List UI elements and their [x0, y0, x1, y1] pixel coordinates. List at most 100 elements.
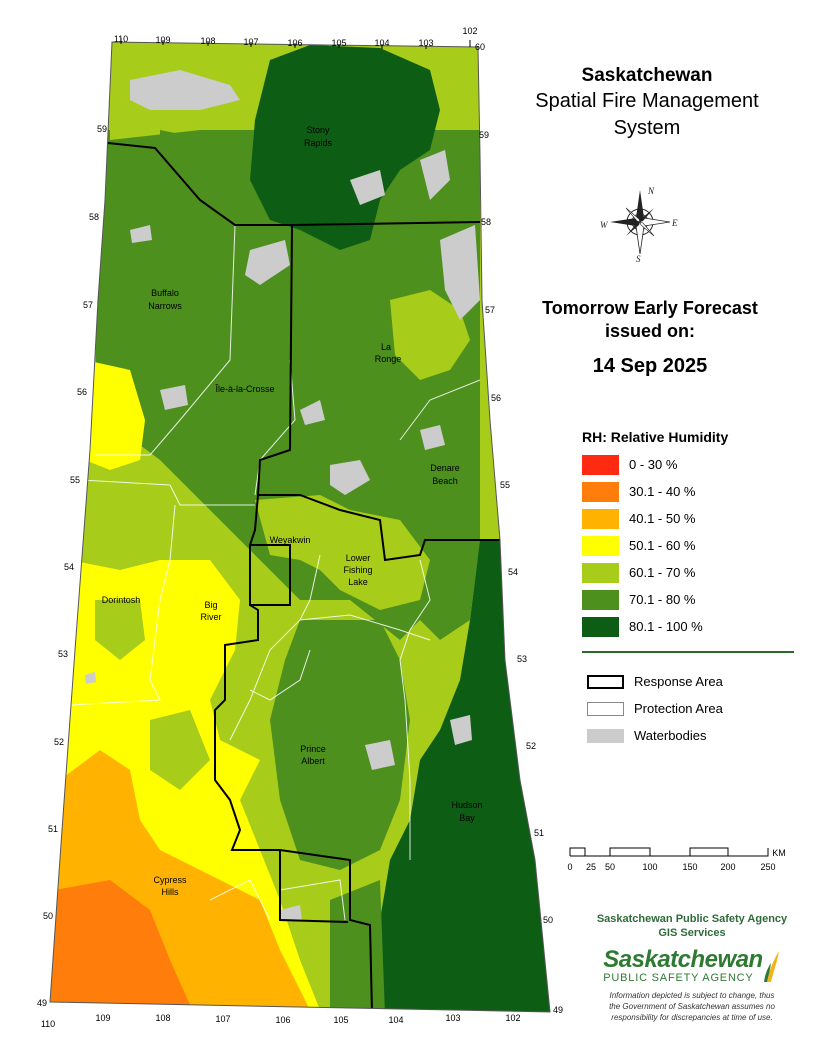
boundary-legend: Response Area Protection Area Waterbodie… [587, 668, 723, 749]
place-big-river-1: Big [204, 600, 217, 610]
logo-text-main: Saskatchewan [603, 946, 763, 973]
lon-bottom-108: 108 [155, 1013, 170, 1023]
lon-bottom-106: 106 [275, 1015, 290, 1025]
lon-top-107: 107 [243, 37, 258, 47]
lat-right-53: 53 [517, 654, 527, 664]
lon-top-105: 105 [331, 38, 346, 48]
compass-rose-icon: N S E W [600, 186, 678, 264]
disclaimer: Information depicted is subject to chang… [584, 990, 800, 1023]
rh-zone-50-60-west [85, 360, 145, 470]
legend-item: 70.1 - 80 % [582, 586, 797, 613]
lat-right-57: 57 [485, 305, 495, 315]
lon-top-108: 108 [200, 36, 215, 46]
scale-bar: 0 25 50 100 150 200 250 KM [567, 847, 786, 872]
rh-zone-70-80-nw [160, 130, 240, 220]
title-line-3: System [613, 117, 681, 139]
place-la-ronge-1: La [381, 342, 391, 352]
compass-s: S [636, 254, 641, 264]
map-title: Saskatchewan Spatial Fire Management Sys… [500, 64, 794, 142]
rh-zone-50-60-bigriver [160, 560, 240, 650]
lon-bottom-109: 109 [95, 1013, 110, 1023]
legend-waterbodies: Waterbodies [587, 722, 723, 749]
legend-title: RH: Relative Humidity [582, 429, 729, 445]
legend-item: 60.1 - 70 % [582, 559, 797, 586]
lat-left-55: 55 [70, 475, 80, 485]
rh-zone-60-70-patch [150, 710, 210, 790]
place-stony-rapids-2: Rapids [304, 138, 333, 148]
lat-left-56: 56 [77, 387, 87, 397]
place-denare-beach-1: Denare [430, 463, 460, 473]
lat-right-55: 55 [500, 480, 510, 490]
response-area-swatch [587, 674, 624, 689]
corner-bottom-right: 49 [553, 1005, 563, 1015]
title-line-2: Spatial Fire Management [535, 90, 759, 112]
rh-zone-80-100-east [375, 540, 550, 1012]
place-cypress-hills-2: Hills [162, 887, 179, 897]
place-lower-fishing-lake-2: Fishing [343, 565, 372, 575]
lat-left-50: 50 [43, 911, 53, 921]
place-lower-fishing-lake-1: Lower [346, 553, 371, 563]
rh-zone-70-80-east [420, 540, 480, 640]
logo-text-sub: PUBLIC SAFETY AGENCY [603, 972, 754, 984]
lon-bottom-103: 103 [445, 1013, 460, 1023]
lat-left-57: 57 [83, 300, 93, 310]
legend-label: 70.1 - 80 % [629, 592, 696, 607]
rh-zone-70-80-princealbert [270, 620, 410, 870]
place-buffalo-narrows-2: Narrows [148, 301, 182, 311]
place-stony-rapids-1: Stony [306, 125, 330, 135]
lon-top-109: 109 [155, 35, 170, 45]
lon-top-102: 102 [462, 26, 477, 36]
waterbodies [85, 70, 480, 922]
legend-item: 30.1 - 40 % [582, 478, 797, 505]
lat-left-58: 58 [89, 212, 99, 222]
legend-swatch [582, 481, 619, 502]
forecast-line-1: Tomorrow Early Forecast [542, 298, 758, 318]
legend-swatch [582, 562, 619, 583]
lat-left-51: 51 [48, 824, 58, 834]
lon-top-103: 103 [418, 38, 433, 48]
disclaimer-line: Information depicted is subject to chang… [609, 991, 775, 1000]
protection-area-label: Protection Area [634, 701, 723, 716]
legend-swatch [582, 535, 619, 556]
scale-tick-50: 50 [605, 862, 615, 872]
agency-logo: Saskatchewan PUBLIC SAFETY AGENCY [584, 948, 800, 984]
rh-legend: RH: Relative Humidity 0 - 30 % 30.1 - 40… [582, 429, 797, 640]
lon-top-106: 106 [287, 38, 302, 48]
lon-top-110: 110 [114, 34, 128, 44]
place-weyakwin: Weyakwin [270, 535, 311, 545]
place-prince-albert-1: Prince [300, 744, 326, 754]
scale-tick-200: 200 [720, 862, 735, 872]
graticule-ticks [120, 38, 471, 49]
lon-bottom-104: 104 [388, 1015, 403, 1025]
place-lower-fishing-lake-3: Lake [348, 577, 368, 587]
response-area-lines [107, 142, 500, 1012]
legend-label: 0 - 30 % [629, 457, 678, 472]
legend-swatch [582, 454, 619, 475]
lat-right-52: 52 [526, 741, 536, 751]
scale-unit: KM [772, 848, 786, 858]
right-latitude-labels: 59 58 57 56 55 54 53 52 51 50 [479, 130, 553, 925]
lat-right-54: 54 [508, 567, 518, 577]
bottom-longitude-labels: 110 109 108 107 106 105 104 103 102 49 4… [37, 998, 563, 1029]
agency-name: Saskatchewan Public Safety Agency [596, 913, 788, 925]
scale-tick-250: 250 [760, 862, 775, 872]
lat-right-56: 56 [491, 393, 501, 403]
corner-bottom-left: 49 [37, 998, 47, 1008]
lat-right-51: 51 [534, 828, 544, 838]
wheat-logo-icon [763, 951, 779, 982]
legend-swatch [582, 616, 619, 637]
legend-item: 40.1 - 50 % [582, 505, 797, 532]
place-labels: Stony Rapids Buffalo Narrows La Ronge Îl… [102, 125, 483, 897]
response-area-label: Response Area [634, 674, 723, 689]
place-hudson-bay-2: Bay [459, 813, 475, 823]
lat-right-50: 50 [543, 915, 553, 925]
top-longitude-labels: 110 109 108 107 106 105 104 103 102 60 [114, 26, 485, 52]
left-latitude-labels: 59 58 57 56 55 54 53 52 51 50 [43, 124, 107, 921]
place-denare-beach-2: Beach [432, 476, 458, 486]
place-buffalo-narrows-1: Buffalo [151, 288, 179, 298]
place-la-ronge-2: Ronge [375, 354, 402, 364]
place-ile-a-la-crosse: Île-à-la-Crosse [214, 384, 274, 394]
place-cypress-hills-1: Cypress [153, 875, 187, 885]
forecast-line-2: issued on: [604, 321, 695, 341]
rh-zone-70-80-north [95, 130, 480, 640]
